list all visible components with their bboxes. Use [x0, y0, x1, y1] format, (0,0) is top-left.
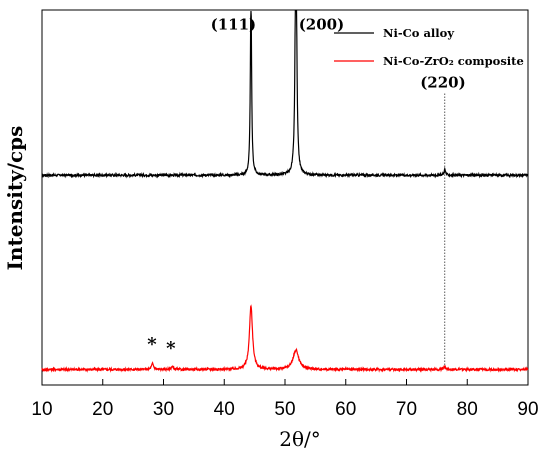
- legend: Ni-Co alloy Ni-Co-ZrO₂ composite: [334, 26, 524, 68]
- x-tick-label: 10: [31, 399, 52, 420]
- x-tick-label: 20: [92, 399, 113, 420]
- x-tick-label: 50: [274, 399, 295, 420]
- peak-label: (220): [420, 74, 466, 92]
- x-tick-label: 30: [153, 399, 174, 420]
- series-line-ni-co-alloy: [41, 10, 529, 179]
- x-axis-ticks: 10 20 30 40 50 60 70 80 90: [31, 379, 539, 420]
- peak-label: (111): [211, 15, 257, 33]
- x-tick-label: 40: [214, 399, 235, 420]
- x-tick-label: 70: [396, 399, 417, 420]
- asterisk-annotation: *: [166, 338, 176, 359]
- x-axis-label: 2θ/°: [279, 427, 321, 451]
- legend-label-ni-co-zro2-composite: Ni-Co-ZrO₂ composite: [383, 54, 524, 68]
- peak-annotations: (111) (200) (220) * *: [147, 15, 465, 358]
- asterisk-annotation: *: [147, 334, 157, 355]
- y-axis-label: Intensity/cps: [3, 126, 27, 271]
- peak-label: (200): [299, 15, 345, 33]
- series-line-ni-co-zro2-composite: [41, 304, 529, 373]
- x-tick-label: 80: [457, 399, 478, 420]
- x-tick-label: 90: [517, 399, 538, 420]
- legend-label-ni-co-alloy: Ni-Co alloy: [383, 26, 454, 40]
- x-tick-label: 60: [335, 399, 356, 420]
